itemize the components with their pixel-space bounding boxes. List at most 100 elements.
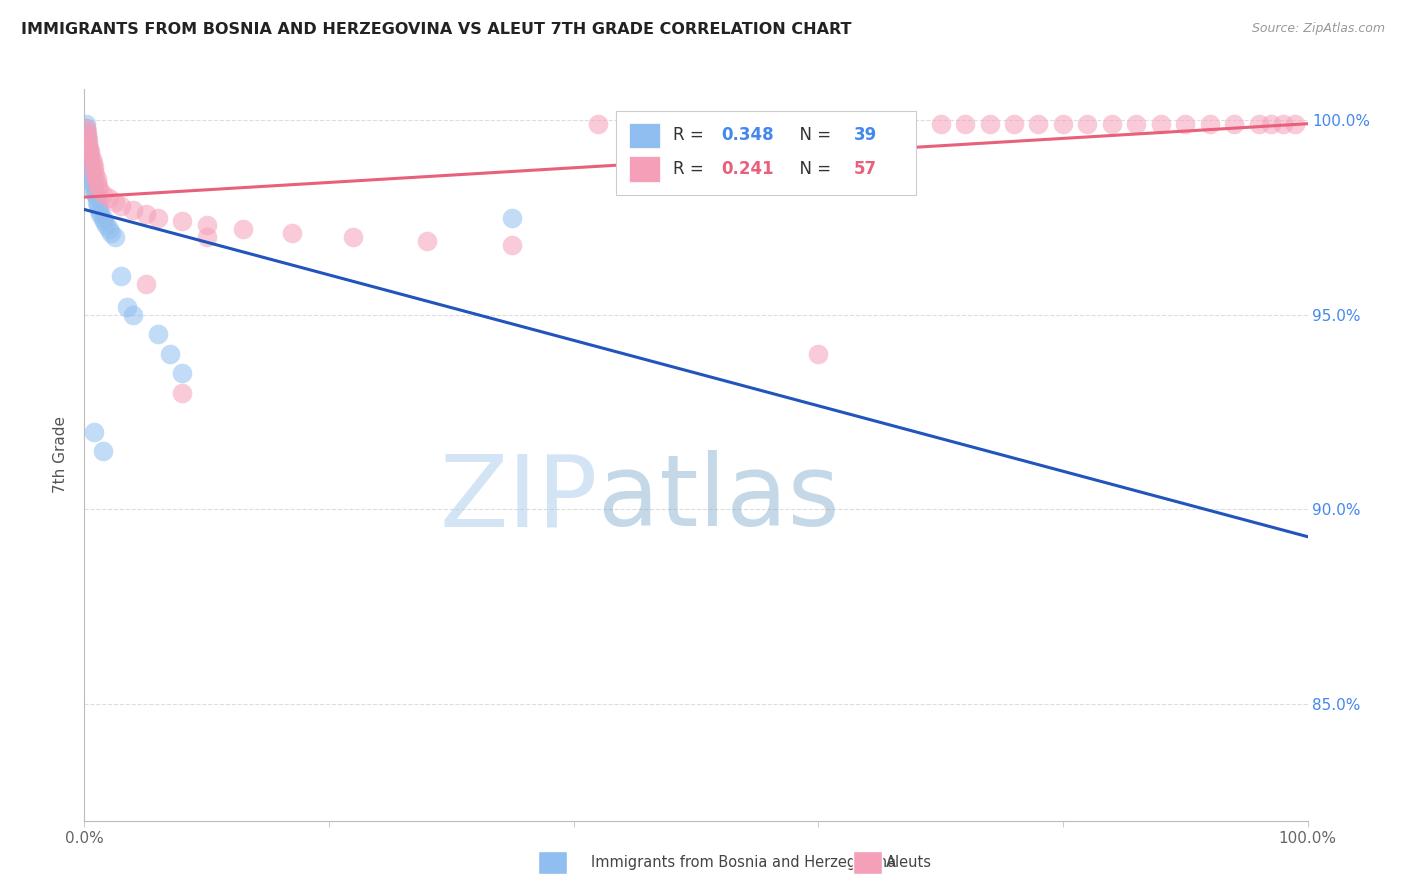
Text: atlas: atlas <box>598 450 839 548</box>
Point <box>87 199 110 213</box>
Point <box>76 136 98 151</box>
Point <box>1002 117 1025 131</box>
Point <box>84 168 107 182</box>
Point <box>1052 117 1074 131</box>
Point <box>342 230 364 244</box>
Point <box>1076 117 1098 131</box>
Point <box>76 125 98 139</box>
Point <box>1247 117 1270 131</box>
Point <box>77 136 100 151</box>
FancyBboxPatch shape <box>628 156 661 182</box>
Text: 0.348: 0.348 <box>721 127 775 145</box>
Point <box>91 444 114 458</box>
Point <box>172 214 194 228</box>
Text: Immigrants from Bosnia and Herzegovina: Immigrants from Bosnia and Herzegovina <box>591 855 896 870</box>
Point <box>232 222 254 236</box>
Text: IMMIGRANTS FROM BOSNIA AND HERZEGOVINA VS ALEUT 7TH GRADE CORRELATION CHART: IMMIGRANTS FROM BOSNIA AND HERZEGOVINA V… <box>21 22 852 37</box>
Point <box>77 140 100 154</box>
Point <box>87 183 110 197</box>
Point <box>1174 117 1197 131</box>
Point <box>83 179 105 194</box>
Point <box>502 237 524 252</box>
Point <box>86 191 108 205</box>
Point <box>77 153 100 167</box>
Point <box>75 121 97 136</box>
Point <box>1125 117 1147 131</box>
Text: ZIP: ZIP <box>440 450 598 548</box>
Point <box>979 117 1001 131</box>
Point <box>807 347 830 361</box>
Point <box>77 148 100 162</box>
Point <box>281 226 304 240</box>
Point <box>86 171 108 186</box>
Point <box>104 194 127 209</box>
Point <box>79 160 101 174</box>
Point <box>97 191 120 205</box>
Point <box>1284 117 1306 131</box>
Point <box>83 164 105 178</box>
Point <box>76 128 98 143</box>
FancyBboxPatch shape <box>616 112 917 195</box>
Text: 39: 39 <box>853 127 877 145</box>
Text: 57: 57 <box>853 160 877 178</box>
Point <box>195 230 218 244</box>
Point <box>89 207 111 221</box>
Point <box>195 219 218 233</box>
Point <box>83 425 105 439</box>
Point <box>75 125 97 139</box>
Point <box>172 366 194 380</box>
Point <box>96 219 118 233</box>
Text: R =: R = <box>672 160 709 178</box>
Point <box>783 117 806 131</box>
Point <box>416 234 439 248</box>
Point <box>79 148 101 162</box>
Point <box>79 145 101 159</box>
Point <box>929 117 952 131</box>
Text: Source: ZipAtlas.com: Source: ZipAtlas.com <box>1251 22 1385 36</box>
Point <box>77 145 100 159</box>
Point <box>869 117 891 131</box>
Point <box>87 202 110 217</box>
Point <box>76 128 98 143</box>
Point <box>97 222 120 236</box>
Point <box>110 268 132 283</box>
Point <box>80 168 103 182</box>
Point <box>685 117 707 131</box>
Point <box>502 211 524 225</box>
Point <box>91 211 114 225</box>
Point <box>82 176 104 190</box>
Text: R =: R = <box>672 127 709 145</box>
Point <box>1223 117 1246 131</box>
Text: 0.241: 0.241 <box>721 160 775 178</box>
Point <box>135 207 157 221</box>
Point <box>1272 117 1295 131</box>
Point <box>122 308 145 322</box>
Point <box>93 214 115 228</box>
Point <box>77 140 100 154</box>
Point <box>100 226 122 240</box>
Point <box>104 230 127 244</box>
Point <box>831 117 853 131</box>
Point <box>1150 117 1173 131</box>
Point <box>75 117 97 131</box>
Text: Aleuts: Aleuts <box>886 855 932 870</box>
Point <box>86 194 108 209</box>
Text: N =: N = <box>789 127 837 145</box>
Point <box>1101 117 1123 131</box>
Point <box>84 187 107 202</box>
Point <box>82 171 104 186</box>
Point <box>146 327 169 342</box>
FancyBboxPatch shape <box>628 123 661 148</box>
Point <box>86 176 108 190</box>
Point <box>80 164 103 178</box>
Y-axis label: 7th Grade: 7th Grade <box>53 417 69 493</box>
Point <box>91 187 114 202</box>
Point <box>79 156 101 170</box>
Point <box>953 117 976 131</box>
Point <box>1028 117 1050 131</box>
Point <box>76 133 98 147</box>
Point <box>75 121 97 136</box>
Point <box>83 160 105 174</box>
Point <box>87 179 110 194</box>
Point <box>80 153 103 167</box>
